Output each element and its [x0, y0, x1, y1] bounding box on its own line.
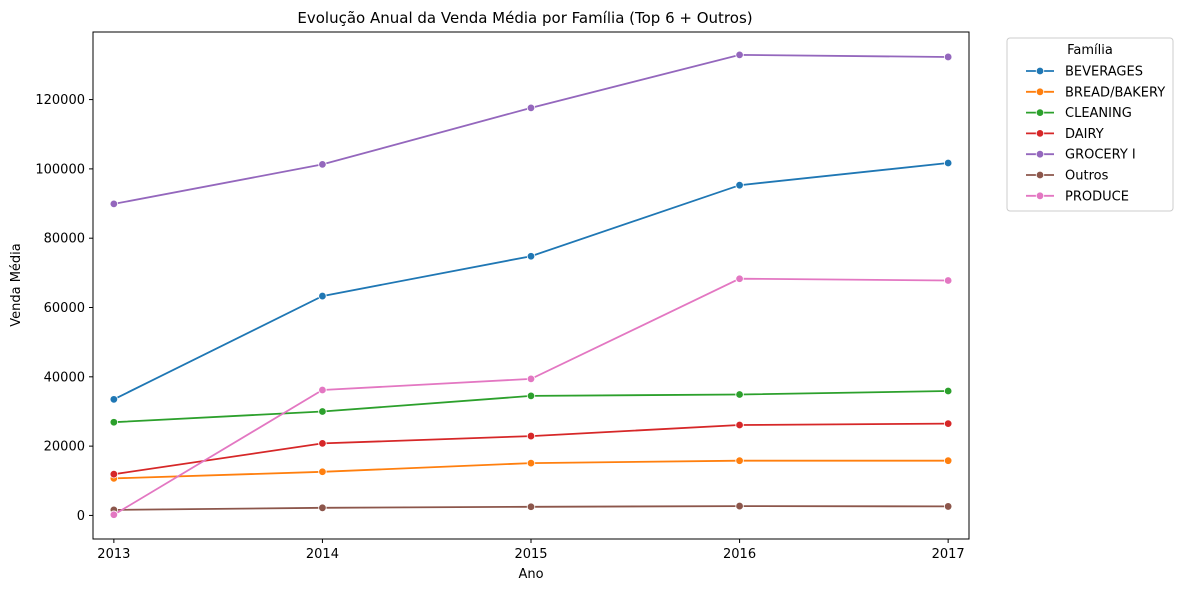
- legend-label: GROCERY I: [1065, 148, 1136, 163]
- y-tick-label: 60000: [44, 301, 85, 316]
- legend-label: BEVERAGES: [1065, 65, 1143, 80]
- data-point-produce: [109, 510, 119, 519]
- series-outros: [109, 501, 953, 515]
- data-point-cleaning: [318, 407, 327, 416]
- data-point-produce: [526, 374, 536, 384]
- series-line-grocery-i: [113, 53, 949, 205]
- series-cleaning: [109, 386, 953, 427]
- y-tick-label: 0: [77, 509, 85, 524]
- chart-title: Evolução Anual da Venda Média por Famíli…: [297, 9, 752, 27]
- x-tick-label: 2015: [514, 547, 547, 562]
- data-point-outros: [526, 502, 536, 511]
- data-point-grocery-i: [943, 52, 953, 62]
- data-point-grocery-i: [109, 199, 119, 209]
- data-point-produce: [735, 274, 744, 283]
- data-point-beverages: [735, 180, 744, 190]
- legend-label: CLEANING: [1065, 106, 1132, 121]
- data-point-beverages: [109, 395, 119, 404]
- y-axis: 0 20000 40000 60000 80000 100000 120000: [35, 93, 93, 524]
- x-tick-label: 2017: [932, 547, 965, 562]
- data-point-produce: [943, 276, 953, 285]
- data-point-dairy: [735, 420, 744, 430]
- legend-swatch-marker: [1035, 108, 1045, 117]
- y-tick-label: 100000: [35, 162, 85, 177]
- legend-item-dairy: DAIRY: [1026, 127, 1104, 142]
- y-tick-label: 120000: [35, 93, 85, 108]
- x-tick-label: 2016: [723, 547, 756, 562]
- legend-swatch-marker: [1035, 66, 1045, 76]
- x-tick-label: 2013: [97, 547, 130, 562]
- legend-label: PRODUCE: [1065, 189, 1129, 204]
- data-point-bread-bakery: [526, 458, 536, 468]
- series-grocery-i: [109, 50, 953, 209]
- data-point-beverages: [943, 158, 953, 168]
- data-point-dairy: [109, 469, 119, 479]
- legend: Família BEVERAGES BREAD/BAKERY CLEANING DAI…: [1006, 37, 1174, 212]
- data-point-cleaning: [735, 390, 744, 399]
- data-point-cleaning: [943, 386, 953, 396]
- data-point-outros: [943, 502, 953, 511]
- legend-item-grocery-i: GROCERY I: [1026, 148, 1136, 163]
- data-point-cleaning: [109, 418, 119, 427]
- legend-swatch-marker: [1035, 149, 1045, 159]
- data-point-dairy: [526, 431, 536, 441]
- data-point-bread-bakery: [943, 456, 953, 465]
- legend-item-cleaning: CLEANING: [1026, 106, 1132, 121]
- data-point-bread-bakery: [318, 467, 327, 476]
- legend-label: Outros: [1065, 169, 1109, 184]
- data-point-outros: [735, 501, 744, 511]
- legend-item-bread-bakery: BREAD/BAKERY: [1026, 85, 1165, 100]
- data-point-grocery-i: [735, 50, 744, 60]
- series-dairy: [109, 419, 953, 479]
- legend-swatch-marker: [1035, 191, 1045, 200]
- data-point-outros: [318, 503, 327, 513]
- data-point-grocery-i: [526, 103, 536, 113]
- data-point-produce: [318, 385, 327, 395]
- legend-item-outros: Outros: [1026, 169, 1109, 184]
- series-beverages: [109, 158, 953, 404]
- y-axis-label: Venda Média: [9, 243, 24, 327]
- legend-label: DAIRY: [1065, 127, 1104, 142]
- legend-label: BREAD/BAKERY: [1065, 85, 1165, 100]
- data-point-cleaning: [526, 391, 536, 401]
- series-bread-bakery: [109, 456, 953, 483]
- y-tick-label: 20000: [44, 440, 85, 455]
- legend-items: BEVERAGES BREAD/BAKERY CLEANING DAIRY GROCER…: [1026, 65, 1165, 204]
- y-tick-label: 40000: [44, 370, 85, 385]
- series-group: [109, 50, 953, 519]
- data-point-beverages: [318, 291, 327, 301]
- legend-swatch-marker: [1035, 170, 1045, 180]
- series-line-beverages: [113, 162, 949, 401]
- legend-swatch-marker: [1035, 129, 1045, 138]
- x-axis-label: Ano: [518, 567, 543, 582]
- x-axis: 2013 2014 2015 2016 2017: [97, 539, 965, 562]
- legend-title: Família: [1067, 43, 1113, 58]
- y-tick-label: 80000: [44, 232, 85, 247]
- data-point-dairy: [943, 419, 953, 428]
- legend-swatch-marker: [1035, 87, 1045, 96]
- data-point-beverages: [526, 252, 536, 261]
- series-produce: [109, 274, 953, 519]
- legend-frame: [1006, 37, 1174, 212]
- legend-item-produce: PRODUCE: [1026, 189, 1129, 204]
- data-point-dairy: [318, 439, 327, 448]
- x-tick-label: 2014: [306, 547, 339, 562]
- legend-item-beverages: BEVERAGES: [1026, 65, 1143, 80]
- data-point-grocery-i: [318, 160, 327, 169]
- data-point-bread-bakery: [735, 456, 744, 465]
